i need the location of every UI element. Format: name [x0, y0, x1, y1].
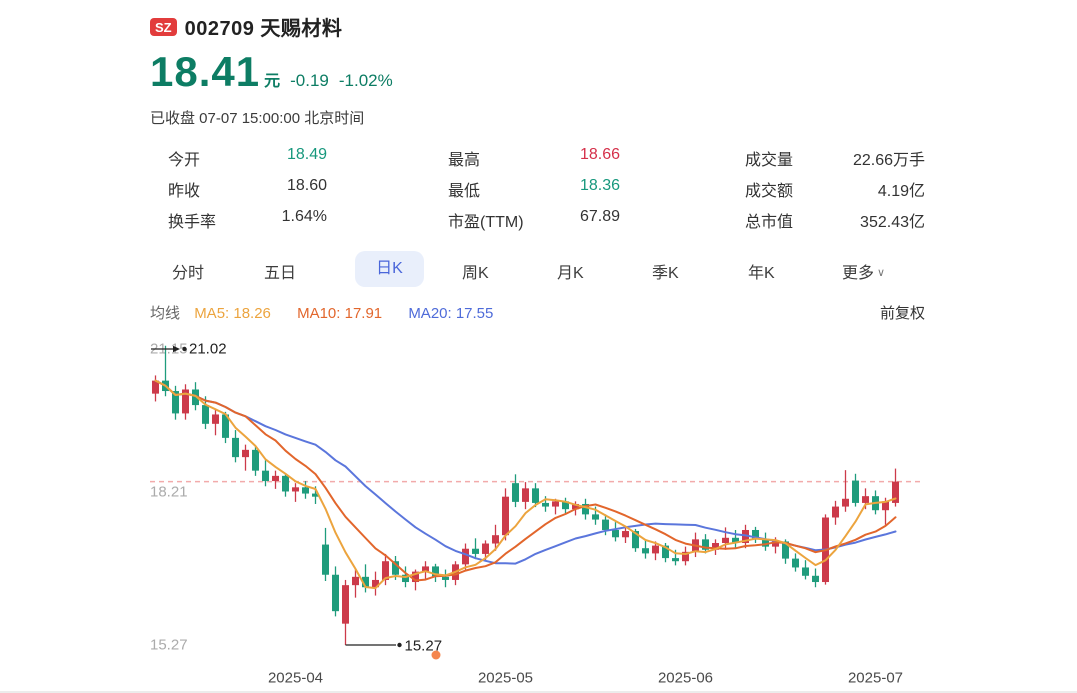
stat-label: 市盈(TTM): [448, 214, 524, 231]
stat-value: 18.66: [579, 146, 620, 163]
svg-text:2025-07: 2025-07: [848, 670, 903, 687]
svg-text:2025-05: 2025-05: [478, 670, 533, 687]
stat-value: 18.49: [286, 146, 327, 163]
market-status: 已收盘 07-07 15:00:00 北京时间: [150, 110, 365, 127]
price-change: -0.19: [290, 71, 329, 90]
ma-legend-title: 均线: [150, 305, 181, 322]
stat-label: 总市值: [745, 214, 794, 231]
tab-weekly-k[interactable]: 周K: [462, 265, 489, 282]
svg-text:2025-04: 2025-04: [268, 670, 323, 687]
chevron-down-icon: ∨: [877, 267, 886, 279]
stock-header: SZ 002709 天赐材料: [150, 12, 342, 41]
stat-label: 成交量: [745, 152, 794, 169]
tab-minute[interactable]: 分时: [172, 265, 205, 282]
tab-5day[interactable]: 五日: [264, 265, 297, 282]
ma10-value: MA10: 17.91: [297, 305, 383, 322]
stat-value: 67.89: [579, 208, 620, 225]
svg-text:15.27: 15.27: [150, 637, 188, 654]
price-change-percent: -1.02%: [338, 71, 393, 90]
tab-monthly-k[interactable]: 月K: [557, 265, 584, 282]
current-price: 18.41: [150, 48, 261, 95]
stock-code-name: 002709 天赐材料: [184, 18, 343, 40]
stat-value: 1.64%: [281, 208, 327, 225]
adjust-mode-toggle[interactable]: 前复权: [879, 305, 925, 322]
price-unit: 元: [264, 73, 281, 90]
tab-quarterly-k[interactable]: 季K: [652, 265, 679, 282]
stat-label: 成交额: [745, 183, 794, 200]
svg-text:21.02: 21.02: [189, 341, 227, 358]
stat-label: 最高: [448, 152, 481, 169]
stat-value: 22.66万手: [852, 152, 925, 169]
svg-text:15.27: 15.27: [405, 638, 443, 655]
svg-text:2025-06: 2025-06: [658, 670, 713, 687]
stat-value: 18.36: [579, 177, 620, 194]
stat-value: 352.43亿: [860, 214, 925, 231]
ma5-value: MA5: 18.26: [194, 305, 271, 322]
exchange-badge: SZ: [150, 17, 177, 36]
tab-more[interactable]: 更多 ∨: [842, 259, 885, 283]
section-divider: [0, 691, 1077, 693]
ma-legend: 均线 MA5: 18.26 MA10: 17.91 MA20: 17.55: [150, 302, 493, 323]
stat-value: 4.19亿: [877, 183, 925, 200]
stat-label: 最低: [448, 183, 481, 200]
tab-more-label: 更多: [842, 265, 875, 282]
ma20-value: MA20: 17.55: [408, 305, 494, 322]
stat-label: 今开: [168, 152, 201, 169]
stat-label: 昨收: [168, 183, 201, 200]
stat-value: 18.60: [286, 177, 327, 194]
tab-yearly-k[interactable]: 年K: [748, 265, 775, 282]
stat-label: 换手率: [168, 214, 217, 231]
tab-daily-k[interactable]: 日K: [355, 251, 424, 287]
svg-text:18.21: 18.21: [150, 484, 188, 501]
price-row: 18.41 元 -0.19 -1.02%: [150, 48, 393, 96]
